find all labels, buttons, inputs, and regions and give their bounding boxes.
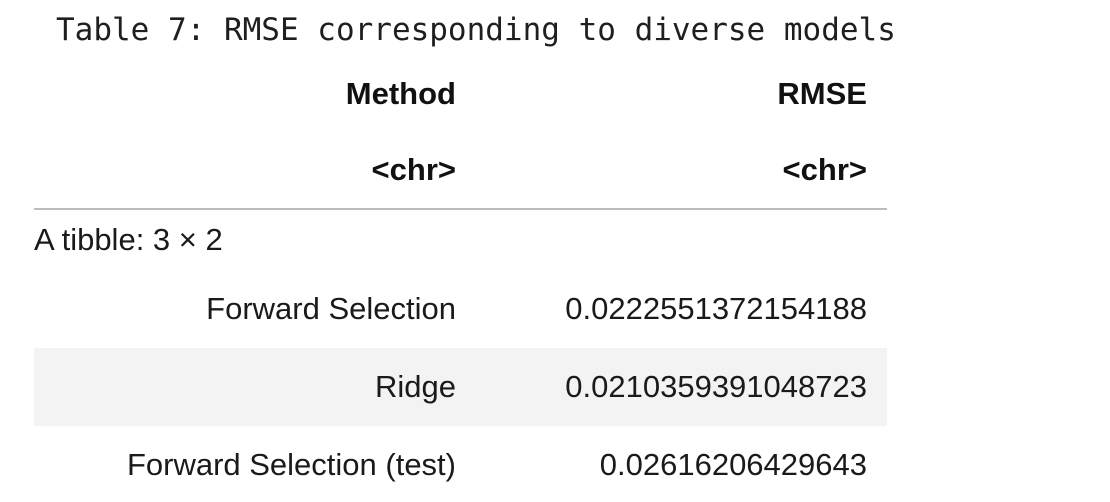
cell-method: Ridge [375,369,456,404]
column-header-rmse: RMSE [777,76,867,111]
table-caption: Table 7: RMSE corresponding to diverse m… [56,12,896,48]
table-body: Forward Selection 0.0222551372154188 Rid… [34,270,887,502]
column-type-method: <chr> [371,152,456,187]
table-row: Ridge 0.0210359391048723 [34,348,887,426]
table-row: Forward Selection (test) 0.0261620642964… [34,426,887,502]
column-header-method: Method [345,76,456,111]
column-header-row: Method RMSE [34,56,887,132]
table-row: Forward Selection 0.0222551372154188 [34,270,887,348]
column-type-rmse: <chr> [782,152,867,187]
column-type-row: <chr> <chr> [34,132,887,208]
cell-rmse: 0.0222551372154188 [565,291,867,326]
cell-method: Forward Selection (test) [126,447,456,482]
cell-method: Forward Selection [206,291,456,326]
cell-rmse: 0.02616206429643 [599,447,867,482]
cell-rmse: 0.0210359391048723 [565,369,867,404]
tibble-table: Method RMSE <chr> <chr> A tibble: 3 × 2 … [34,56,887,482]
header-divider [34,208,887,210]
tibble-dimensions-label: A tibble: 3 × 2 [34,222,223,257]
